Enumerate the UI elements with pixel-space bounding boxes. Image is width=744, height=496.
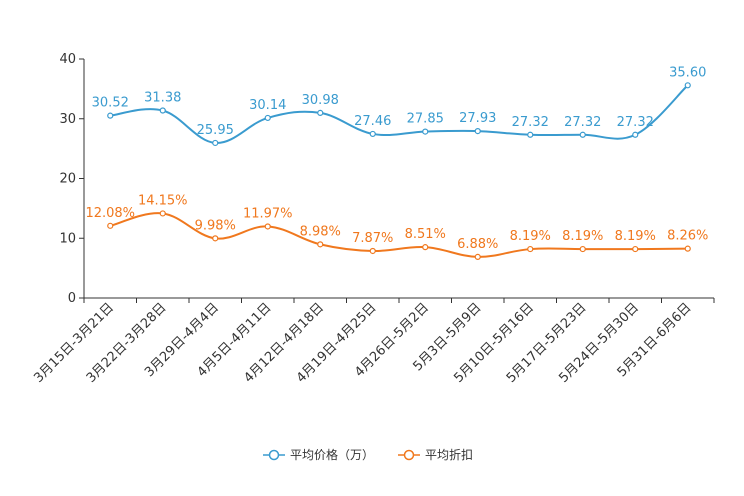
legend-item-0[interactable]: 平均价格（万） [263, 447, 374, 462]
series-0-point[interactable] [474, 128, 481, 135]
series-0-data-label: 27.32 [617, 115, 654, 130]
series-1-data-label: 6.88% [457, 237, 498, 252]
legend-marker-icon [403, 449, 415, 461]
series-0-point[interactable] [317, 109, 324, 116]
series-0-point[interactable] [632, 131, 639, 138]
series-1-point[interactable] [212, 235, 219, 242]
series-0-point[interactable] [579, 131, 586, 138]
series-0-data-label: 25.95 [197, 123, 234, 138]
series-1-data-label: 8.26% [667, 229, 708, 244]
series-0-point[interactable] [684, 82, 691, 89]
y-tick-label: 10 [59, 231, 76, 246]
data-labels: 30.52 31.38 25.95 30.14 30.98 27.46 27.85 27.93… [85, 65, 708, 252]
legend-marker-icon [268, 449, 280, 461]
legend[interactable]: 平均价格（万） 平均折扣 [263, 447, 473, 462]
series-line-1 [109, 212, 688, 258]
series-1-point[interactable] [684, 245, 691, 252]
series-0-data-label: 27.32 [564, 115, 601, 130]
y-tick-label: 0 [68, 291, 76, 306]
series-0-data-label: 30.14 [249, 98, 286, 113]
series-0-point[interactable] [159, 107, 166, 114]
series-line-0 [110, 84, 689, 144]
y-tick-label: 30 [59, 112, 76, 127]
series-1-data-label: 8.98% [300, 224, 341, 239]
series-1-data-label: 8.19% [615, 229, 656, 244]
series-1-data-label: 9.98% [195, 218, 236, 233]
series-0-point[interactable] [527, 131, 534, 138]
series-1-point[interactable] [579, 245, 586, 253]
series-1-point[interactable] [107, 222, 114, 229]
series-1-point[interactable] [317, 241, 324, 248]
series-1-point[interactable] [264, 223, 271, 230]
series-0-data-label: 30.52 [92, 96, 129, 111]
series-0-point[interactable] [369, 130, 376, 138]
series-0-point[interactable] [212, 139, 219, 147]
series-1-data-label: 7.87% [352, 231, 393, 246]
series-layer [107, 82, 691, 260]
series-0-data-label: 27.85 [407, 112, 444, 127]
series-0-data-label: 35.60 [669, 65, 706, 80]
legend-item-1[interactable]: 平均折扣 [398, 447, 473, 462]
series-1-point[interactable] [632, 245, 639, 253]
series-1-data-label: 8.51% [405, 227, 446, 242]
legend-label: 平均价格（万） [290, 447, 374, 462]
series-1-data-label: 11.97% [243, 206, 293, 221]
series-0-point[interactable] [264, 114, 271, 122]
series-1-data-label: 8.19% [510, 229, 551, 244]
series-1-point[interactable] [369, 247, 376, 255]
series-0-data-label: 30.98 [302, 93, 339, 108]
series-0-point[interactable] [422, 128, 429, 135]
series-1-point[interactable] [474, 253, 481, 260]
series-0-data-label: 27.93 [459, 111, 496, 126]
series-1-point[interactable] [422, 244, 429, 251]
y-tick-label: 20 [59, 172, 76, 187]
y-tick-label: 40 [59, 52, 76, 67]
series-1-data-label: 12.08% [85, 206, 135, 221]
series-0-data-label: 27.46 [354, 114, 391, 129]
series-1-data-label: 8.19% [562, 229, 603, 244]
series-1-point[interactable] [527, 245, 534, 253]
series-1-point[interactable] [159, 210, 166, 217]
series-0-point[interactable] [107, 112, 114, 119]
series-0-data-label: 31.38 [144, 91, 181, 106]
series-0-data-label: 27.32 [512, 115, 549, 130]
series-1-data-label: 14.15% [138, 193, 188, 208]
legend-label: 平均折扣 [425, 447, 473, 462]
